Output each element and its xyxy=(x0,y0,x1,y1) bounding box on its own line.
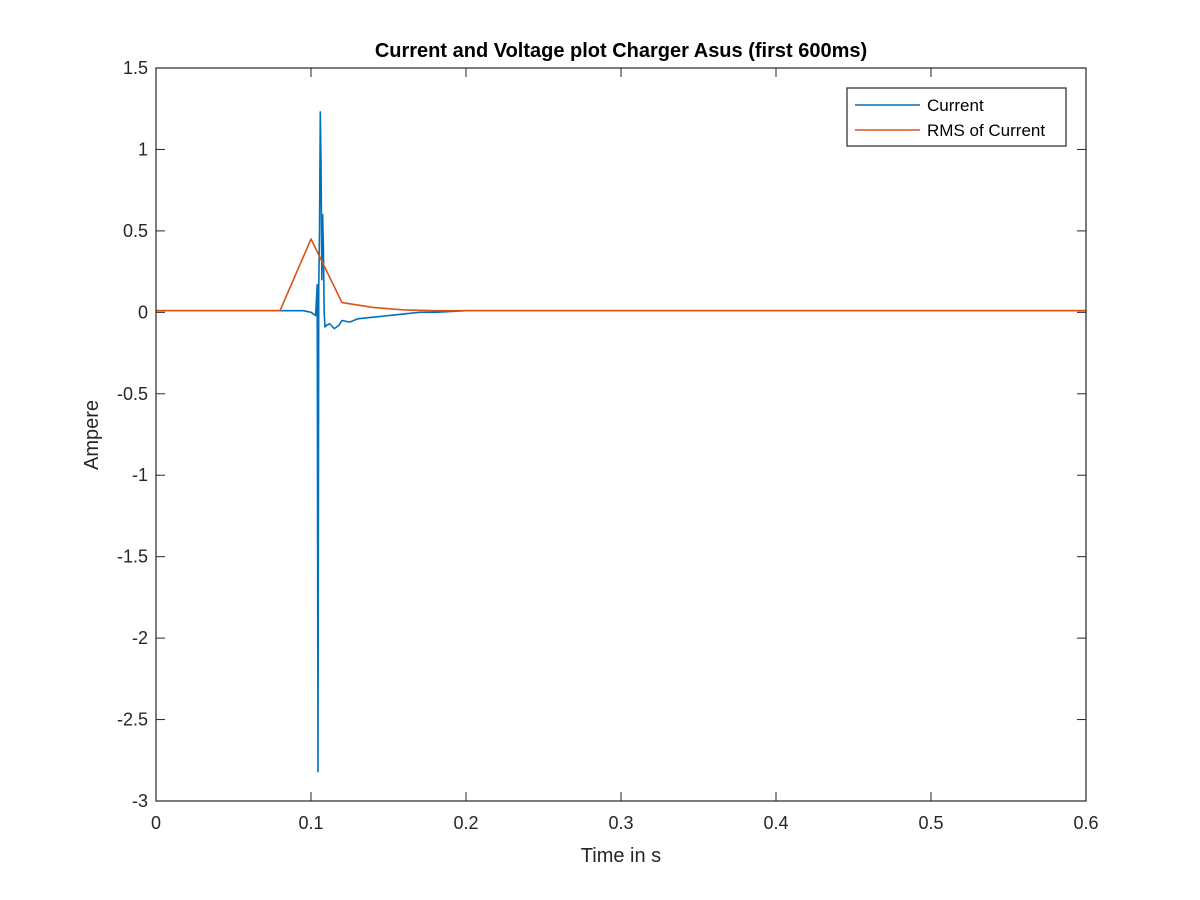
y-tick-label: -3 xyxy=(132,791,148,811)
legend-box xyxy=(846,87,1067,147)
ticks-layer: 0 0.1 0.2 0.3 0.4 0.5 0.6 1.5 1 0.5 0 -0.5 -1 -1.5 -2 -… xyxy=(117,58,1099,833)
x-tick-label: 0.4 xyxy=(763,813,788,833)
x-tick-label: 0.5 xyxy=(918,813,943,833)
y-tick-label: 0.5 xyxy=(123,221,148,241)
x-tick-label: 0.2 xyxy=(453,813,478,833)
axes-box xyxy=(155,67,1087,802)
chart-title: Current and Voltage plot Charger Asus (f… xyxy=(375,40,867,62)
y-tick-label: -1 xyxy=(132,465,148,485)
series-line-rms-of-current xyxy=(156,238,1086,312)
legend-label-rms: RMS of Current xyxy=(927,121,1045,140)
series-line-current xyxy=(156,111,1086,773)
y-tick-label: -0.5 xyxy=(117,384,148,404)
y-tick-label: 1 xyxy=(138,139,148,159)
legend-label-current: Current xyxy=(927,96,984,115)
x-tick-label: 0.3 xyxy=(608,813,633,833)
x-tick-label: 0.6 xyxy=(1073,813,1098,833)
plot-area xyxy=(156,68,1086,801)
x-axis-label: Time in s xyxy=(581,845,661,867)
y-tick-label: -2.5 xyxy=(117,710,148,730)
x-tick-label: 0.1 xyxy=(298,813,323,833)
series-layer xyxy=(156,111,1086,773)
y-tick-label: -2 xyxy=(132,628,148,648)
x-tick-label: 0 xyxy=(151,813,161,833)
y-tick-label: 1.5 xyxy=(123,58,148,78)
legend: Current RMS of Current xyxy=(846,87,1067,147)
y-axis-label: Ampere xyxy=(81,400,103,470)
y-tick-label: 0 xyxy=(138,302,148,322)
y-tick-label: -1.5 xyxy=(117,547,148,567)
